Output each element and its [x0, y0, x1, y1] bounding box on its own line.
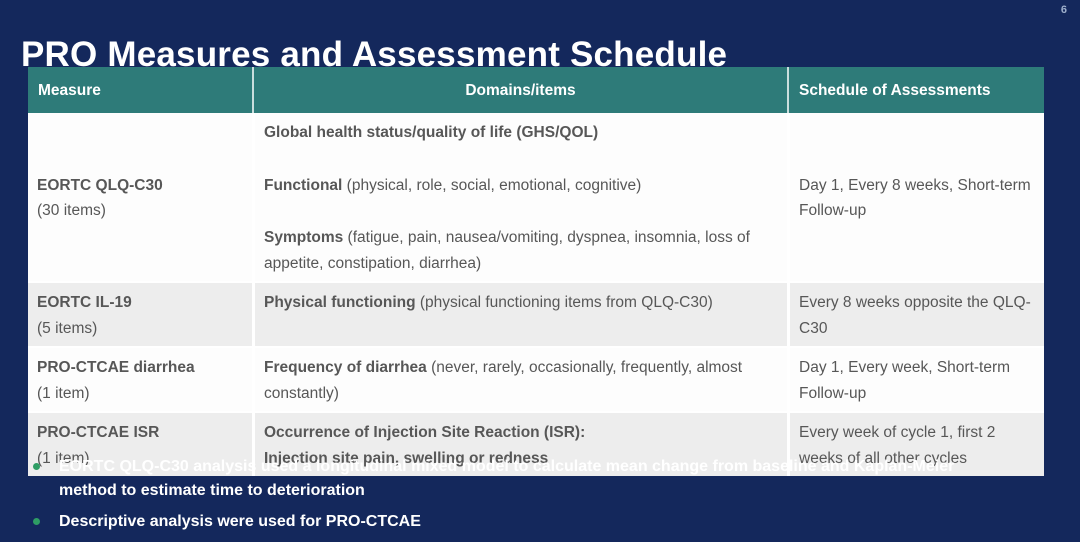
table-row-eortc-il-19: EORTC IL-19 (5 items) Physical functioni…: [28, 283, 1044, 348]
header-schedule-of-assessments: Schedule of Assessments: [787, 67, 1044, 113]
measure-cell: PRO-CTCAE ISR (1 item): [28, 413, 252, 476]
domain-paragraph: Frequency of diarrhea (never, rarely, oc…: [264, 355, 779, 406]
bullet-dot-icon: [33, 518, 40, 525]
schedule-cell: Every 8 weeks opposite the QLQ-C30: [787, 283, 1044, 348]
domain-bold-text: Functional: [264, 176, 343, 194]
domain-detail-text: (physical functioning items from QLQ-C30…: [415, 294, 713, 311]
domain-bold-text: Symptoms: [264, 229, 344, 246]
table-row-pro-ctcae-diarrhea: PRO-CTCAE diarrhea (1 item) Frequency of…: [28, 348, 1044, 413]
footnotes-section: EORTC QLQ-C30 analysis used a longitudin…: [28, 455, 1038, 534]
domains-cell: Frequency of diarrhea (never, rarely, oc…: [252, 348, 787, 413]
measure-item-count: (1 item): [37, 384, 90, 402]
measure-name: PRO-CTCAE ISR: [37, 424, 160, 441]
domain-bold-text: Frequency of diarrhea: [264, 359, 427, 376]
measure-cell: EORTC IL-19 (5 items): [28, 283, 252, 348]
measure-cell: PRO-CTCAE diarrhea (1 item): [28, 348, 252, 413]
measure-item-count: (30 items): [37, 202, 106, 219]
domain-paragraph: Physical functioning (physical functioni…: [264, 290, 779, 316]
domain-paragraph: Global health status/quality of life (GH…: [264, 120, 779, 146]
table-header-row: Measure Domains/items Schedule of Assess…: [28, 67, 1044, 113]
schedule-cell: Every week of cycle 1, first 2 weeks of …: [787, 413, 1044, 476]
domains-cell: Physical functioning (physical functioni…: [252, 283, 787, 348]
domain-detail-text: (fatigue, pain, nausea/vomiting, dyspnea…: [264, 229, 750, 272]
measure-cell: EORTC QLQ-C30 (30 items): [28, 113, 252, 283]
table-row-pro-ctcae-isr: PRO-CTCAE ISR (1 item) Occurrence of Inj…: [28, 413, 1044, 476]
header-domains-items: Domains/items: [252, 67, 787, 113]
domain-detail-text: (physical, role, social, emotional, cogn…: [342, 176, 642, 194]
domain-paragraph: Functional (physical, role, social, emot…: [264, 173, 779, 199]
slide-number: 6: [1060, 4, 1067, 16]
domain-bold-text: Global health status/quality of life (GH…: [264, 124, 599, 141]
domain-paragraph: Symptoms (fatigue, pain, nausea/vomiting…: [264, 225, 779, 276]
footnote-item: Descriptive analysis were used for PRO-C…: [28, 510, 1038, 534]
domains-cell: Global health status/quality of life (GH…: [252, 113, 787, 283]
schedule-cell: Day 1, Every week, Short-term Follow-up: [787, 348, 1044, 413]
measure-name: PRO-CTCAE diarrhea: [37, 359, 195, 376]
schedule-cell: Day 1, Every 8 weeks, Short-term Follow-…: [787, 113, 1044, 283]
footnote-text: EORTC QLQ-C30 analysis used a longitudin…: [59, 458, 955, 499]
measure-name: EORTC QLQ-C30: [37, 176, 163, 194]
measure-item-count: (1 item): [37, 449, 90, 467]
domain-bold-text: Injection site pain, swelling or redness: [264, 449, 549, 467]
footnote-text: Descriptive analysis were used for PRO-C…: [59, 513, 421, 530]
pro-measures-table: Measure Domains/items Schedule of Assess…: [28, 67, 1044, 476]
domain-detail-text: (never, rarely, occasionally, frequently…: [264, 359, 743, 402]
domains-cell: Occurrence of Injection Site Reaction (I…: [252, 413, 787, 476]
header-measure: Measure: [28, 67, 252, 113]
footnote-item: EORTC QLQ-C30 analysis used a longitudin…: [28, 455, 1038, 503]
table-row-eortc-qlq-c30: EORTC QLQ-C30 (30 items) Global health s…: [28, 113, 1044, 283]
domain-bold-text: Physical functioning: [264, 294, 416, 311]
domain-paragraph: Injection site pain, swelling or redness: [264, 446, 779, 472]
bullet-dot-icon: [33, 463, 40, 470]
domain-bold-text: Occurrence of Injection Site Reaction (I…: [264, 424, 586, 441]
domain-paragraph: Occurrence of Injection Site Reaction (I…: [264, 420, 779, 446]
measure-name: EORTC IL-19: [37, 294, 132, 311]
measure-item-count: (5 items): [37, 319, 98, 337]
